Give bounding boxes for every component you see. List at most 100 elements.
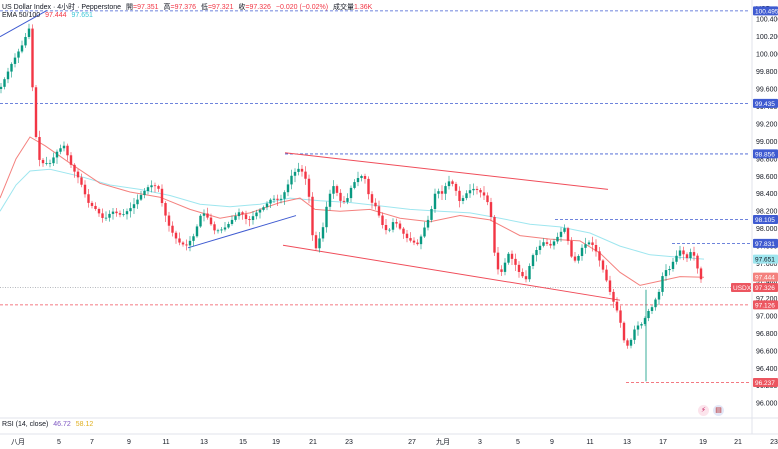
rsi-signal-value: 58.12: [75, 421, 94, 428]
rsi-legend: RSI (14, close) 46.72 58.12: [2, 421, 96, 428]
y-tick-label: 97.200: [756, 296, 778, 303]
candle-body: [563, 228, 566, 232]
candle-body: [227, 223, 230, 228]
x-tick-label: 13: [623, 439, 631, 446]
candle-body: [6, 71, 10, 80]
y-tick-label: 100.000: [756, 52, 778, 59]
ema100-value: 97.651: [71, 12, 93, 19]
candle-body: [619, 310, 622, 323]
candle-body: [577, 255, 580, 261]
candle-body: [367, 178, 370, 195]
candle-body: [591, 242, 594, 245]
red-channel-bottom: [282, 244, 621, 301]
candle-body: [307, 178, 311, 197]
candle-body: [129, 208, 132, 212]
candle-body: [395, 222, 398, 224]
price-label-bg: [753, 272, 778, 282]
candle-body: [514, 258, 517, 265]
candle-body: [55, 151, 59, 158]
candle-body: [699, 268, 703, 280]
y-tick-label: 96.400: [756, 366, 778, 373]
rsi-label: RSI (14, close): [2, 421, 49, 428]
candle-body: [83, 184, 87, 195]
y-tick-label: 99.800: [756, 69, 778, 76]
price-label: 97.326: [755, 285, 775, 292]
candle-body: [153, 185, 157, 187]
blue-trendline-2: [187, 215, 297, 249]
price-label: 97.444: [755, 275, 775, 282]
candle-body: [454, 183, 458, 191]
candle-body: [598, 251, 601, 261]
candle-body: [178, 238, 181, 243]
candle-body: [573, 256, 577, 261]
candle-body: [192, 236, 195, 241]
candle-body: [304, 171, 307, 179]
candle-body: [542, 242, 545, 246]
candle-body: [52, 157, 55, 164]
price-label: 99.435: [755, 101, 775, 108]
candle-body: [437, 191, 440, 194]
candle-body: [276, 198, 279, 200]
candle-body: [202, 213, 206, 216]
candle-body: [206, 213, 209, 218]
candle-body: [34, 87, 38, 138]
candle-body: [608, 280, 612, 292]
candle-body: [580, 247, 584, 256]
candle-body: [143, 191, 146, 196]
candle-body: [17, 51, 20, 58]
candle-body: [258, 209, 262, 213]
price-label-bg: [753, 6, 778, 16]
candle-body: [115, 211, 118, 214]
candle-body: [374, 202, 377, 207]
candle-body: [104, 217, 108, 219]
candle-body: [157, 186, 160, 189]
candle-body: [230, 219, 234, 224]
candle-body: [262, 207, 265, 210]
candle-body: [692, 252, 696, 256]
candle-body: [150, 185, 153, 188]
candle-body: [654, 299, 657, 308]
lightning-icon[interactable]: ⚡: [698, 405, 709, 416]
candle-body: [339, 192, 342, 201]
candle-body: [325, 206, 328, 228]
y-tick-label: 98.200: [756, 209, 778, 216]
x-tick-label: 15: [239, 439, 247, 446]
x-tick-label: 19: [699, 439, 707, 446]
candle-body: [122, 214, 125, 216]
price-label: 97.651: [755, 257, 775, 264]
candle-body: [353, 182, 356, 188]
candle-body: [356, 178, 360, 183]
price-label: 97.831: [755, 241, 775, 248]
candle-body: [311, 196, 314, 236]
candle-body: [111, 211, 115, 214]
candle-body: [615, 301, 619, 311]
ema-label: EMA 50/100: [2, 12, 41, 19]
price-label-bg: [753, 282, 778, 292]
candle-body: [234, 216, 237, 220]
candle-body: [167, 215, 171, 226]
close-label: 收: [238, 4, 246, 11]
candle-body: [363, 175, 367, 179]
candle-body: [633, 329, 636, 340]
candle-body: [479, 189, 482, 193]
candle-body: [269, 199, 272, 204]
candle-body: [139, 195, 143, 200]
candle-body: [118, 213, 122, 215]
candle-body: [255, 212, 258, 217]
candle-body: [433, 193, 437, 209]
candle-body: [636, 325, 640, 330]
price-label-bg: [753, 300, 778, 310]
candle-body: [685, 254, 689, 259]
us-flag-icon[interactable]: ▤: [713, 405, 724, 416]
candle-body: [493, 216, 496, 253]
candle-body: [531, 255, 535, 267]
candle-body: [601, 260, 605, 270]
candle-body: [486, 195, 489, 203]
candle-body: [321, 227, 325, 239]
candle-body: [552, 241, 556, 246]
candle-body: [300, 168, 304, 172]
candle-body: [283, 192, 286, 199]
candle-body: [696, 255, 699, 269]
candle-body: [132, 204, 136, 209]
